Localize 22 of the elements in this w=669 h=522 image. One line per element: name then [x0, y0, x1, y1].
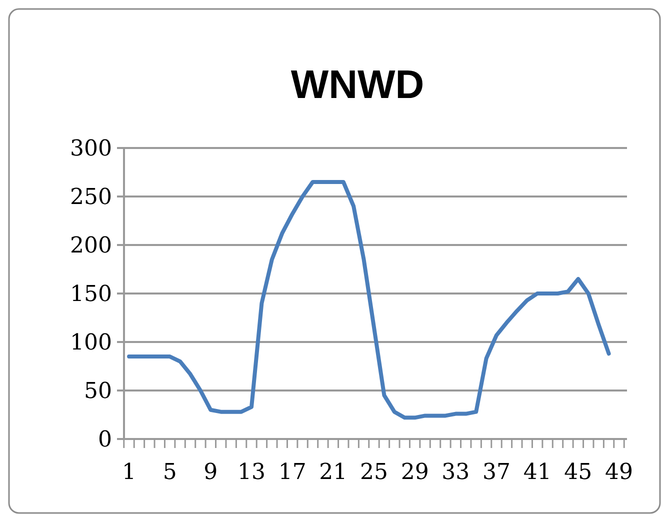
y-tick-label: 200 — [70, 234, 112, 259]
x-tick-label: 41 — [523, 460, 552, 485]
x-tick-label: 29 — [400, 460, 429, 485]
x-tick-label: 45 — [564, 460, 592, 485]
y-tick-label: 250 — [70, 185, 112, 210]
x-tick-label: 33 — [442, 460, 470, 485]
x-tick-label: 13 — [238, 460, 266, 485]
x-tick-label: 37 — [482, 460, 510, 485]
y-tick-label: 0 — [98, 428, 112, 453]
y-tick-label: 300 — [70, 136, 112, 162]
x-tick-label: 17 — [278, 460, 306, 485]
x-tick-label: 5 — [162, 460, 177, 485]
line-series — [127, 180, 611, 420]
y-tick-label: 100 — [70, 330, 112, 356]
x-tick-label: 1 — [122, 460, 136, 485]
y-tick-label: 50 — [84, 379, 112, 404]
x-tick-label: 49 — [605, 460, 633, 485]
x-tick-label: 25 — [360, 460, 388, 485]
x-tick-label: 9 — [204, 460, 218, 485]
y-tick-label: 150 — [70, 282, 112, 308]
chart-title: WNWD — [290, 63, 424, 107]
x-tick-label: 21 — [319, 460, 348, 485]
